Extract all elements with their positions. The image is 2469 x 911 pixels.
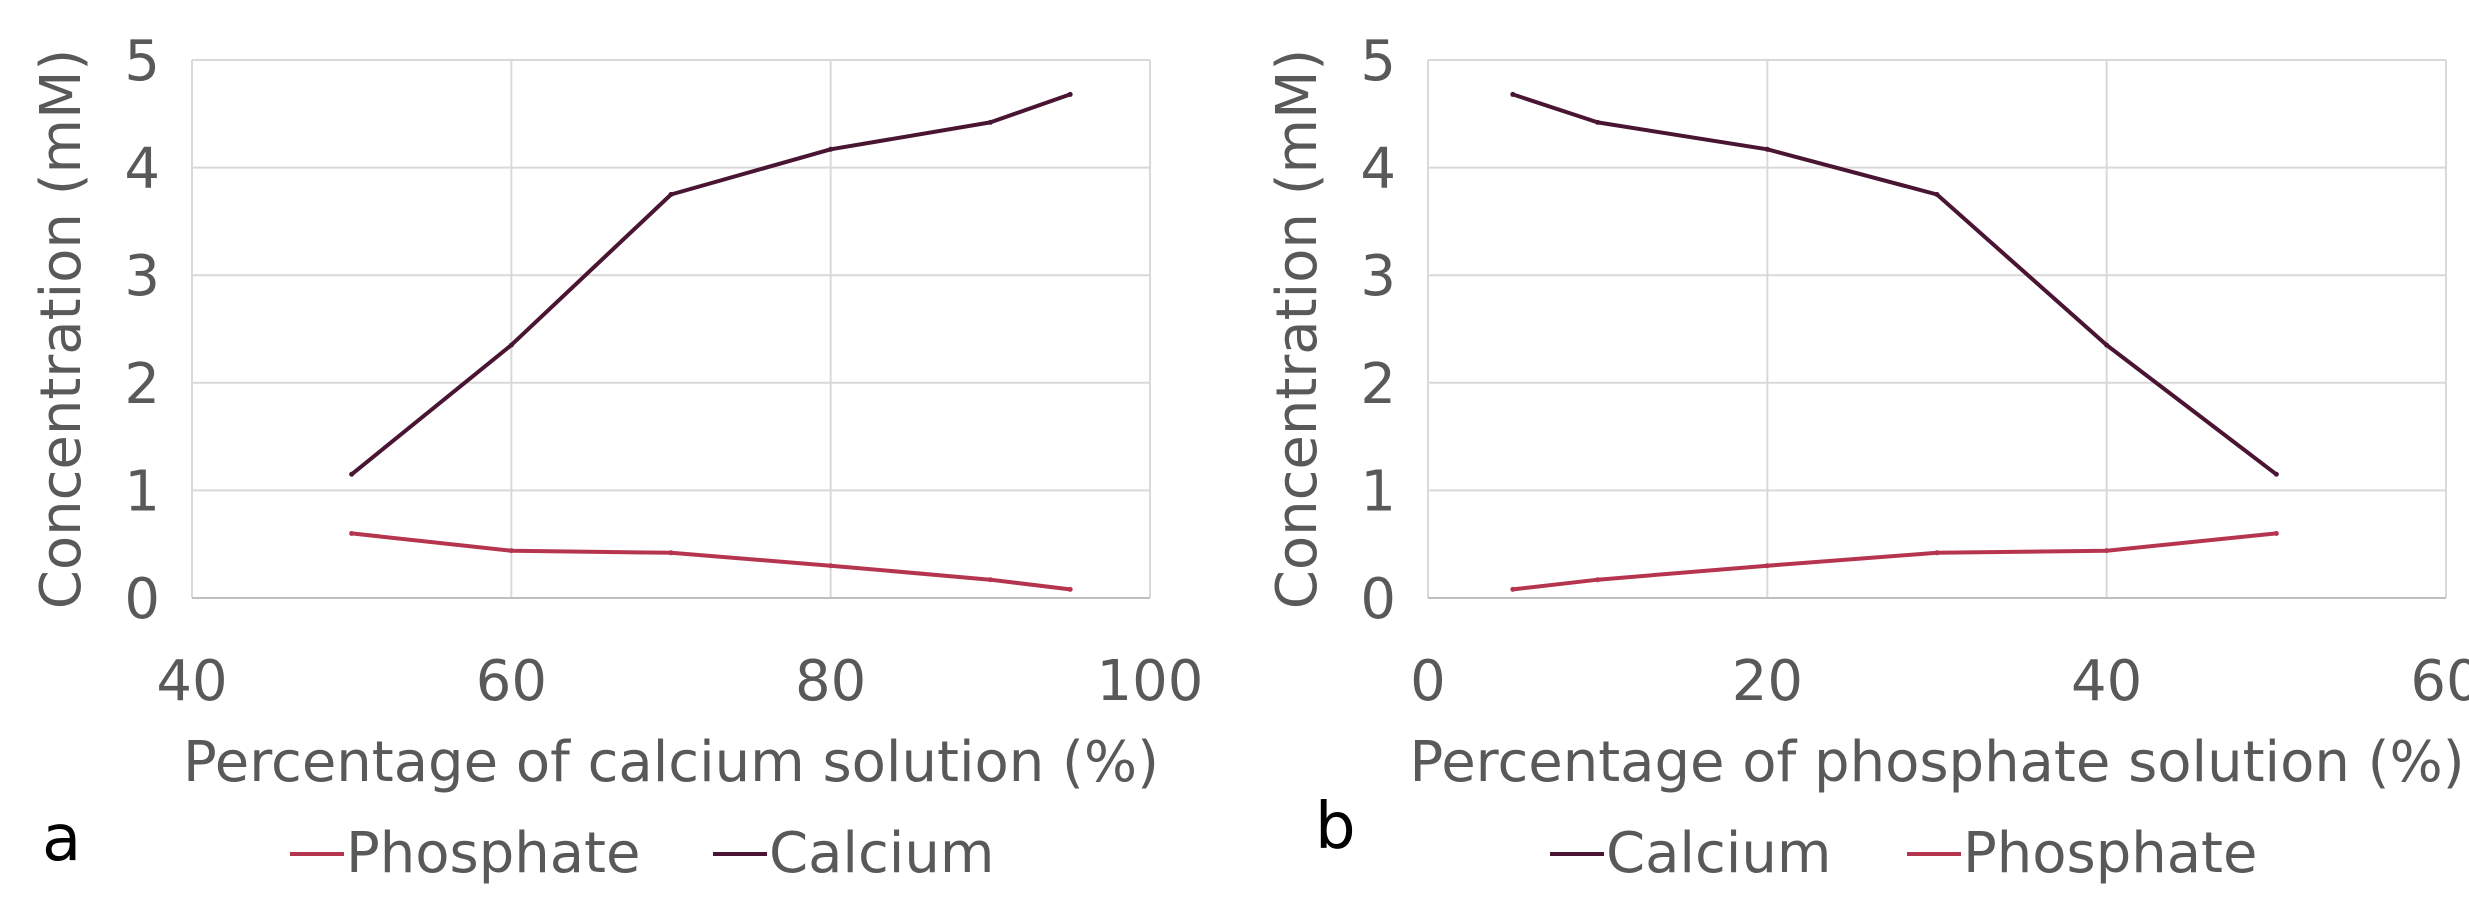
y-tick-label: 4 (124, 137, 160, 202)
data-point-phosphate (1067, 586, 1073, 592)
x-tick-label: 40 (2071, 649, 2142, 714)
data-point-phosphate (987, 577, 993, 583)
data-point-calcium (1067, 91, 1073, 97)
data-point-calcium (828, 146, 834, 152)
chart-panel-b: 0 1 2 3 4 5 0 20 40 60 Percentage of phosphate sol… (1265, 29, 2469, 886)
y-tick-label: 2 (1360, 352, 1396, 417)
data-point-phosphate (1595, 577, 1601, 583)
y-tick-label: 5 (1360, 29, 1396, 94)
y-axis-title: Concentration (mM) (1265, 49, 1330, 610)
data-point-calcium (349, 471, 355, 477)
legend-label-calcium: Calcium (1606, 821, 1831, 886)
panel-label: b (1315, 790, 1356, 864)
data-point-calcium (1510, 91, 1516, 97)
y-tick-label: 5 (124, 29, 160, 94)
x-tick-label: 60 (2410, 649, 2469, 714)
data-point-calcium (1934, 192, 1940, 197)
series-line-phosphate (351, 531, 1071, 592)
data-point-calcium (668, 192, 674, 197)
data-point-calcium (1764, 146, 1770, 152)
y-tick-label: 2 (124, 352, 160, 417)
x-tick-label: 80 (795, 649, 866, 714)
x-tick-label: 20 (1732, 649, 1803, 714)
x-tick-label: 40 (156, 649, 227, 714)
data-point-calcium (2104, 342, 2110, 348)
y-tick-label: 4 (1360, 137, 1396, 202)
y-tick-label: 0 (124, 567, 160, 632)
data-point-phosphate (508, 548, 514, 554)
legend: Calcium Phosphate (1550, 821, 2257, 886)
y-tick-label: 1 (1360, 459, 1396, 524)
data-point-phosphate (2273, 530, 2279, 536)
legend: Phosphate Calcium (290, 821, 994, 886)
data-point-phosphate (828, 563, 834, 569)
series-line-calcium (1512, 92, 2278, 476)
data-point-phosphate (668, 550, 674, 556)
legend-label-phosphate: Phosphate (1963, 821, 2257, 886)
series-line-phosphate (1512, 531, 2277, 592)
data-point-calcium (508, 342, 514, 348)
data-point-phosphate (2104, 548, 2110, 554)
legend-label-calcium: Calcium (769, 821, 994, 886)
data-point-phosphate (1934, 550, 1940, 556)
series-line-calcium (350, 92, 1071, 476)
y-tick-label: 3 (1360, 244, 1396, 309)
x-tick-label: 0 (1410, 649, 1446, 714)
legend-label-phosphate: Phosphate (346, 821, 640, 886)
y-tick-label: 0 (1360, 567, 1396, 632)
data-point-calcium (2273, 471, 2279, 477)
x-tick-label: 60 (476, 649, 547, 714)
chart-panel-a: 0 1 2 3 4 5 40 60 80 100 Percentage of calcium sol… (29, 29, 1203, 886)
y-axis-title: Concentration (mM) (29, 49, 94, 610)
data-point-phosphate (1764, 563, 1770, 569)
data-point-calcium (1595, 119, 1601, 125)
x-tick-label: 100 (1097, 649, 1204, 714)
panel-label: a (42, 802, 81, 876)
x-axis-title: Percentage of phosphate solution (%) (1409, 730, 2464, 795)
y-tick-label: 3 (124, 244, 160, 309)
data-point-phosphate (349, 530, 355, 536)
x-axis-title: Percentage of calcium solution (%) (183, 730, 1159, 795)
y-tick-label: 1 (124, 459, 160, 524)
data-point-calcium (987, 119, 993, 125)
data-point-phosphate (1510, 586, 1516, 592)
